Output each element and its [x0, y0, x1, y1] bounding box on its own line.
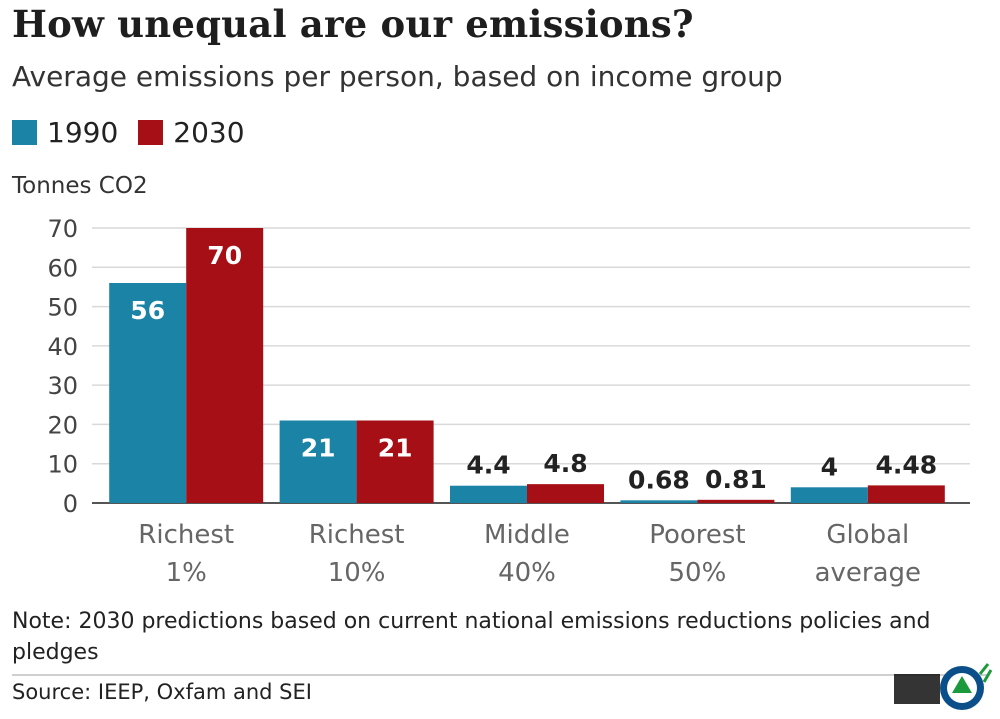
y-axis-label: Tonnes CO2	[12, 173, 148, 199]
legend-item-1990: 1990	[12, 116, 118, 149]
y-tick-label-70: 70	[47, 215, 78, 243]
bar-1990-0	[109, 283, 187, 503]
y-tick-label-20: 20	[47, 411, 78, 439]
data-label-2030-3: 0.81	[705, 465, 767, 494]
bar-2030-0	[186, 228, 264, 503]
data-label-1990-3: 0.68	[628, 465, 690, 494]
bar-chart: 0 10 20 30 40 50 60 70 56 70 Richest 1% 21 21 Richest 1…	[47, 215, 970, 588]
y-tick-label-50: 50	[47, 294, 78, 322]
footer-divider	[12, 674, 988, 676]
x-tick-label-1-0: Richest	[309, 520, 405, 550]
x-tick-label-4-1: average	[815, 558, 921, 588]
y-tick-label-30: 30	[47, 372, 78, 400]
footnote: Note: 2030 predictions based on current …	[12, 609, 931, 665]
chart-subtitle: Average emissions per person, based on i…	[12, 60, 783, 93]
bar-1990-2	[450, 485, 527, 503]
bar-2030-1	[356, 420, 434, 503]
legend-label-1990: 1990	[47, 116, 119, 149]
legend: 1990 2030	[12, 116, 265, 149]
data-label-2030-1: 21	[378, 434, 413, 463]
data-label-2030-2: 4.8	[543, 449, 587, 478]
data-label-1990-2: 4.4	[466, 451, 510, 480]
bar-2030-3	[697, 499, 775, 503]
x-tick-label-4-0: Global	[826, 520, 909, 550]
legend-swatch-1990	[12, 120, 37, 145]
data-label-2030-0: 70	[207, 241, 242, 270]
y-tick-label-0: 0	[63, 490, 78, 518]
bar-1990-3	[620, 500, 698, 503]
bar-1990-4	[790, 487, 868, 503]
data-label-1990-1: 21	[301, 434, 336, 463]
y-tick-label-40: 40	[47, 333, 78, 361]
y-tick-label-60: 60	[47, 254, 78, 282]
legend-item-2030: 2030	[138, 116, 245, 149]
x-tick-label-2-0: Middle	[484, 520, 570, 550]
x-tick-label-1-1: 10%	[328, 558, 386, 588]
x-tick-label-3-0: Poorest	[649, 520, 745, 550]
data-label-1990-0: 56	[130, 296, 165, 325]
bar-2030-4	[867, 485, 945, 503]
data-label-2030-4: 4.48	[875, 450, 937, 479]
legend-label-2030: 2030	[173, 116, 245, 149]
data-label-1990-4: 4	[821, 452, 838, 481]
bar-2030-2	[527, 484, 604, 503]
x-tick-label-0-0: Richest	[138, 520, 234, 550]
bar-1990-1	[279, 420, 357, 503]
watermark-logo-icon	[894, 663, 992, 710]
source-line: Source: IEEP, Oxfam and SEI	[12, 680, 312, 704]
x-tick-label-3-1: 50%	[669, 558, 727, 588]
chart-title: How unequal are our emissions?	[12, 2, 694, 46]
y-tick-label-10: 10	[47, 451, 78, 479]
x-tick-label-0-1: 1%	[166, 558, 207, 588]
x-tick-label-2-1: 40%	[498, 558, 556, 588]
legend-swatch-2030	[138, 120, 164, 145]
